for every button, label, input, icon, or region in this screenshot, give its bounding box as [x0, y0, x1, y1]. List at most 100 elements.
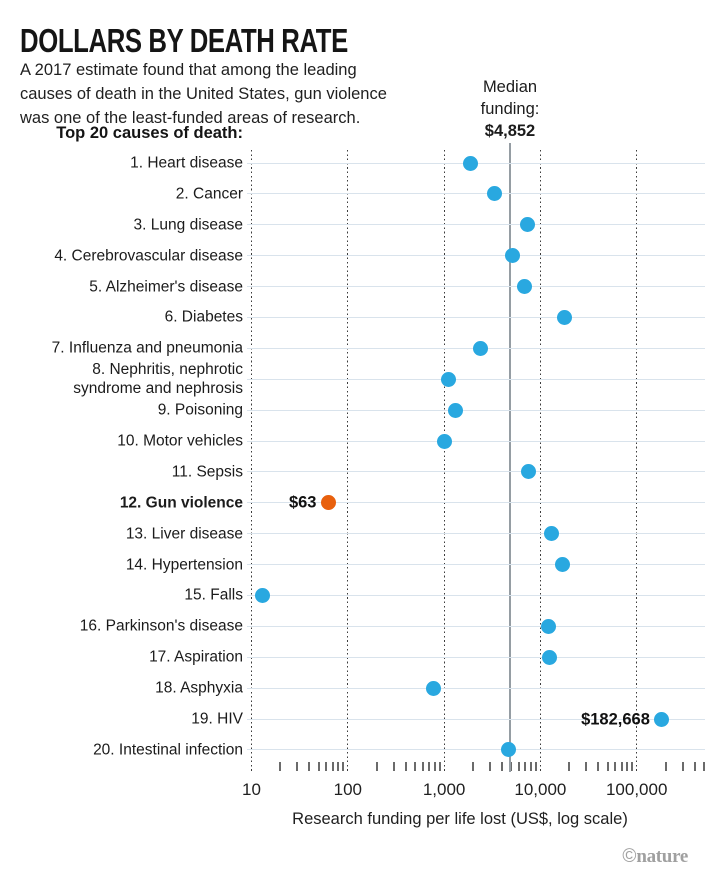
x-tick-label: 100,000 [605, 780, 668, 799]
data-dot [254, 587, 270, 603]
row-line [247, 656, 705, 658]
category-label: 9. Poisoning [157, 401, 243, 419]
publisher-credit: ©nature [622, 846, 688, 868]
x-minor-tick [664, 762, 667, 771]
row-line [247, 749, 705, 751]
x-minor-tick [501, 762, 504, 771]
x-minor-tick [331, 762, 334, 771]
grid-line-100 [347, 150, 349, 772]
x-minor-tick [693, 762, 696, 771]
x-minor-tick [568, 762, 571, 771]
nature-wordmark: nature [636, 846, 688, 867]
copyright-symbol: © [622, 846, 637, 867]
row-line [247, 316, 705, 318]
median-line [509, 143, 512, 772]
category-label: 10. Motor vehicles [117, 432, 243, 450]
chart-subtitle: A 2017 estimate found that among the lea… [20, 58, 387, 130]
row-line [247, 193, 705, 195]
row-line [247, 286, 705, 288]
row-line [247, 594, 705, 596]
x-minor-tick [534, 762, 537, 771]
data-dot [540, 618, 556, 634]
category-label: 20. Intestinal infection [93, 741, 243, 759]
category-label: 17. Aspiration [149, 648, 243, 666]
data-dot [519, 217, 535, 233]
data-dot [543, 526, 559, 542]
data-dot [440, 371, 456, 387]
subtitle-line-1: A 2017 estimate found that among the lea… [20, 61, 357, 79]
list-title: Top 20 causes of death: [56, 124, 243, 142]
category-label: 1. Heart disease [130, 154, 243, 172]
data-dot [486, 186, 502, 202]
data-dot [473, 340, 489, 356]
grid-line-10000 [539, 150, 541, 772]
data-dot [557, 309, 573, 325]
grid-line-1000 [443, 150, 445, 772]
median-annotation-line-1: Median [482, 78, 538, 96]
x-minor-tick [472, 762, 475, 771]
highlighted-data-dot [320, 495, 336, 511]
category-label: 12. Gun violence [119, 494, 243, 512]
x-minor-tick [308, 762, 311, 771]
x-minor-tick [433, 762, 436, 771]
x-minor-tick [414, 762, 417, 771]
x-minor-tick [703, 762, 705, 771]
x-minor-tick [681, 762, 684, 771]
x-minor-tick [530, 762, 533, 771]
category-label: 18. Asphyxia [155, 679, 243, 697]
x-minor-tick [428, 762, 431, 771]
median-annotation-line-2: funding: [480, 100, 540, 118]
x-minor-tick [296, 762, 299, 771]
data-dot [541, 649, 557, 665]
data-dot [501, 742, 517, 758]
x-axis-label: Research funding per life lost (US$, log… [292, 810, 628, 828]
x-tick-label: 100 [333, 780, 362, 799]
row-line [247, 564, 705, 566]
subtitle-line-3: was one of the least-funded areas of res… [20, 109, 361, 127]
category-label: 8. Nephritis, nephrotic syndrome and neph… [73, 361, 243, 398]
value-label: $63 [288, 493, 317, 512]
data-dot [654, 711, 670, 727]
x-minor-tick [585, 762, 588, 771]
x-minor-tick [337, 762, 340, 771]
row-line [247, 440, 705, 442]
x-minor-tick [626, 762, 629, 771]
category-label: 7. Influenza and pneumonia [51, 339, 243, 357]
grid-line-10 [251, 150, 252, 772]
x-minor-tick [510, 762, 513, 771]
row-line [247, 687, 705, 689]
data-dot [436, 433, 452, 449]
data-dot [520, 464, 536, 480]
chart-title: DOLLARS BY DEATH RATE [20, 22, 348, 59]
subtitle-line-2: causes of death in the United States, gu… [20, 85, 387, 103]
x-minor-tick [614, 762, 617, 771]
x-minor-tick [375, 762, 378, 771]
category-label: 5. Alzheimer's disease [89, 278, 243, 296]
data-dot [463, 155, 479, 171]
row-line [247, 409, 705, 411]
median-annotation-value: $4,852 [484, 122, 536, 140]
x-minor-tick [631, 762, 634, 771]
row-line [247, 471, 705, 473]
row-line [247, 718, 705, 720]
row-line [247, 625, 705, 627]
x-minor-tick [524, 762, 527, 771]
category-label: 11. Sepsis [171, 463, 243, 481]
x-tick-label: 10,000 [514, 780, 567, 799]
row-line [247, 533, 705, 535]
data-dot [447, 402, 463, 418]
x-minor-tick [317, 762, 320, 771]
value-label: $182,668 [581, 710, 650, 729]
x-minor-tick [325, 762, 328, 771]
x-minor-tick [438, 762, 441, 771]
category-label: 14. Hypertension [125, 556, 243, 574]
median-annotation: Median funding: $4,852 [440, 76, 580, 142]
x-minor-tick [620, 762, 623, 771]
x-minor-tick [489, 762, 492, 771]
category-label: 6. Diabetes [164, 308, 243, 326]
x-minor-tick [606, 762, 609, 771]
row-line [247, 502, 705, 504]
category-label: 19. HIV [191, 710, 243, 728]
x-tick-label: 1,000 [422, 780, 466, 799]
